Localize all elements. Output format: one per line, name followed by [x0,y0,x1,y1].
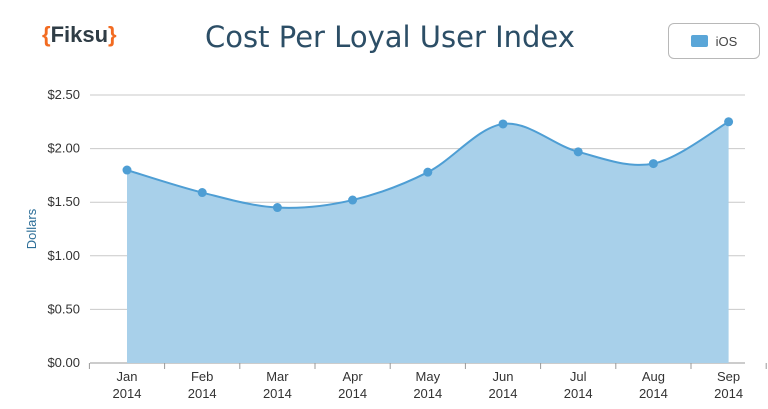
logo-text: Fiksu [50,22,109,47]
data-point [724,117,734,127]
legend[interactable]: iOS [668,23,760,59]
y-tick-label: $0.50 [47,301,80,316]
y-tick-label: $2.50 [47,87,80,102]
chart-title: Cost Per Loyal User Index [205,20,575,54]
x-tick-label: Jul 2014 [564,369,593,401]
y-axis-label: Dollars [24,208,39,249]
x-tick-label: Jan 2014 [113,369,142,401]
series-area-ios [127,121,729,363]
x-tick-label: Aug 2014 [639,369,668,401]
y-tick-label: $1.00 [47,248,80,263]
y-tick-label: $1.50 [47,194,80,209]
legend-swatch [690,35,708,47]
data-point [648,159,658,169]
logo-brace-close: } [108,22,117,47]
data-point [498,119,508,129]
x-tick-label: Apr 2014 [338,369,367,401]
data-point [423,167,433,177]
x-tick-label: May 2014 [413,369,442,401]
x-tick-label: Jun 2014 [489,369,518,401]
fiksu-logo: {Fiksu} [42,22,117,48]
x-tick-label: Feb 2014 [188,369,217,401]
x-tick-label: Mar 2014 [263,369,292,401]
legend-label: iOS [715,33,738,49]
data-point [197,188,207,198]
x-tick-label: Sep 2014 [714,369,743,401]
logo-brace-open: { [42,22,51,47]
y-tick-label: $0.00 [47,355,80,370]
data-point [348,195,358,205]
data-point [122,165,132,175]
data-point [573,147,583,157]
y-tick-label: $2.00 [47,141,80,156]
data-point [272,203,282,213]
